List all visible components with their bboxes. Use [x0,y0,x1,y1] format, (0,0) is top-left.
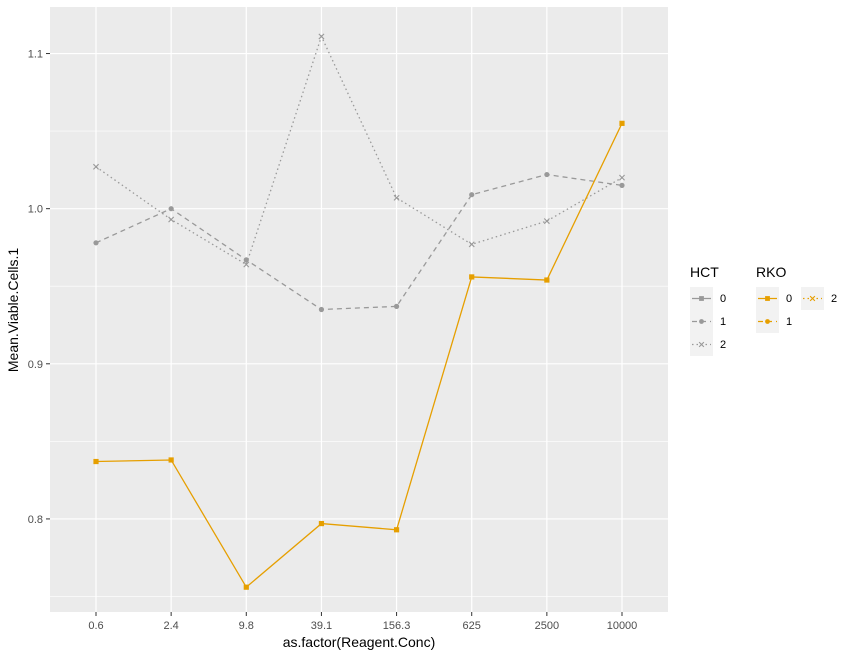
data-point [243,584,249,590]
x-tick-label: 2500 [535,620,559,632]
legend-label: 0 [786,293,792,305]
data-point [93,163,99,170]
legend-key [801,287,824,310]
x-tick-label: 625 [463,620,481,632]
series-hct-1 [93,171,625,313]
y-tick-label: 0.9 [28,359,43,371]
legend-title-rko: RKO [756,264,786,280]
legend-rko: RKO 0 1 2 [756,264,837,333]
legend-key [690,287,713,310]
data-point [765,319,770,324]
data-point [469,274,475,280]
legend-key [690,333,713,356]
data-point [468,241,475,248]
data-point [699,319,704,324]
data-point-stroke [393,194,400,201]
x-tick-label: 156.3 [383,620,411,632]
data-point [765,296,770,301]
x-tick-label: 0.6 [88,620,103,632]
legend-key [756,310,779,333]
data-point [619,120,625,126]
grid-layer [50,7,668,612]
data-point [318,520,325,527]
x-axis-title: as.factor(Reagent.Conc) [283,634,436,650]
x-tick-label: 2.4 [163,620,178,632]
data-point [393,527,400,533]
y-tick-label: 1.0 [28,204,43,216]
data-point [243,257,249,263]
legend-label: 2 [720,339,726,351]
data-point-stroke [698,341,705,348]
data-point [168,206,174,212]
data-point-stroke [243,261,250,268]
data-point [619,174,625,181]
legend-label: 2 [831,293,837,305]
data-point [168,457,174,463]
series-hct-2 [93,33,625,268]
data-point-stroke [619,174,625,181]
x-tick-label: 9.8 [239,620,254,632]
data-point [318,33,325,40]
data-point [93,240,99,246]
y-tick-label: 1.1 [28,49,43,61]
data-point [809,295,816,302]
legend-key [756,287,779,310]
series-line [95,173,623,311]
x-tick-label: 10000 [607,620,638,632]
data-point-stroke [809,295,816,302]
data-point [93,458,99,465]
data-point [469,192,475,198]
panel-background [50,7,668,612]
axis-layer: 0.8 0.9 1.0 1.1 0.6 2.4 9.8 39.1 156.3 625 2500 100… [28,49,638,632]
data-point [544,277,550,283]
data-point-stroke [318,33,325,40]
data-point [168,216,175,223]
data-point [543,218,550,225]
data-point-stroke [93,163,99,170]
legend-label: 0 [720,293,726,305]
legend-label: 1 [720,316,726,328]
x-tick-label: 39.1 [311,620,332,632]
series-layer [93,33,625,590]
data-point [243,261,250,268]
data-point-stroke [543,218,550,225]
legend-label: 1 [786,316,792,328]
y-tick-label: 0.8 [28,514,43,526]
y-axis-title: Mean.Viable.Cells.1 [5,248,21,372]
data-point [619,182,625,188]
data-point [544,171,550,178]
series-rko-0 [93,120,625,590]
data-point [698,341,705,348]
data-point [393,303,400,309]
data-point [318,306,325,313]
data-point [699,296,704,301]
data-point-stroke [468,241,475,248]
legend-hct: HCT 0 1 2 [690,264,726,356]
data-point [393,194,400,201]
legend-title-hct: HCT [690,264,719,280]
data-point-stroke [168,216,175,223]
legend-key [690,310,713,333]
legend: HCT 0 1 2 RKO 0 1 2 [690,264,837,356]
series-line [95,123,623,589]
